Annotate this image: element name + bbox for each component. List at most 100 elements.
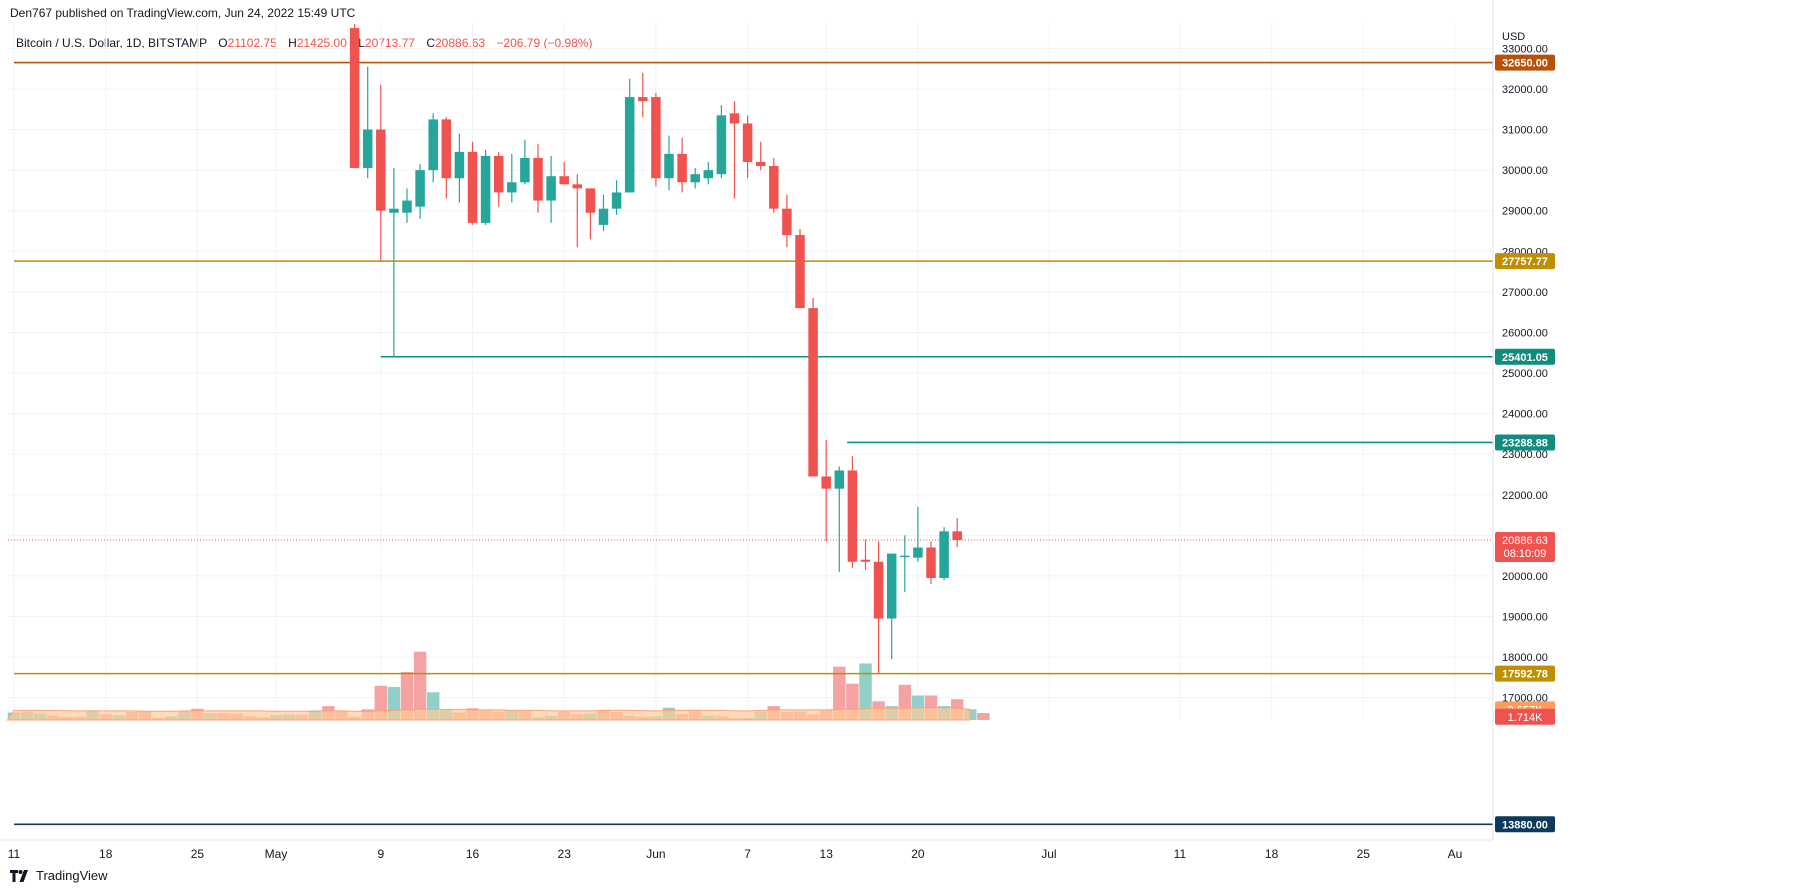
candle-body bbox=[900, 555, 910, 558]
time-axis[interactable]: 11 18 25 May 9 16 23 Jun 7 13 20 Jul 11 18 25 Au bbox=[0, 839, 1493, 861]
candle-body bbox=[546, 176, 556, 201]
countdown-label: 08:10:09 bbox=[1504, 548, 1547, 560]
candle-body bbox=[624, 97, 635, 193]
x-tick-label: 25 bbox=[1357, 847, 1371, 861]
candle-body bbox=[795, 235, 805, 309]
candle-body bbox=[677, 153, 687, 183]
candle-body bbox=[376, 129, 386, 211]
candle-body bbox=[742, 123, 753, 163]
candle-body bbox=[755, 162, 766, 167]
candle-body bbox=[533, 157, 543, 201]
x-tick-label: 25 bbox=[191, 847, 205, 861]
candle-body bbox=[939, 531, 949, 578]
brand-name: TradingView bbox=[36, 868, 108, 883]
high-label: H bbox=[288, 36, 297, 50]
volume-badge-label: 1.714K bbox=[1508, 712, 1544, 724]
high-value: 21425.00 bbox=[296, 36, 347, 50]
change-value: −206.79 (−0.98%) bbox=[496, 36, 593, 50]
y-tick-label: 23000.00 bbox=[1502, 449, 1548, 461]
volume-bar bbox=[413, 651, 427, 720]
level-badge bbox=[1495, 253, 1555, 270]
candle-body bbox=[611, 192, 622, 209]
last-price-label: 20886.63 bbox=[1502, 535, 1548, 547]
horizontal-levels bbox=[8, 61, 1493, 826]
candle-body bbox=[873, 561, 884, 619]
y-tick-label: 30000.00 bbox=[1502, 165, 1548, 177]
x-tick-label: Jul bbox=[1041, 847, 1056, 861]
y-tick-label: 25000.00 bbox=[1502, 368, 1548, 380]
y-tick-label: 26000.00 bbox=[1502, 327, 1548, 339]
candle-body bbox=[913, 547, 923, 558]
candle-body bbox=[821, 476, 831, 489]
x-tick-label: 13 bbox=[820, 847, 834, 861]
level-badge-label: 32650.00 bbox=[1502, 58, 1548, 70]
level-badge bbox=[1495, 665, 1555, 682]
candle-body bbox=[415, 170, 425, 207]
volume-bar bbox=[400, 671, 414, 720]
level-badge-label: 13880.00 bbox=[1502, 819, 1548, 831]
tradingview-logo-icon bbox=[10, 869, 28, 882]
volume-bar bbox=[977, 713, 990, 720]
candle-body bbox=[847, 470, 858, 562]
footer-brand[interactable]: TradingView bbox=[10, 868, 108, 883]
y-tick-label: 32000.00 bbox=[1502, 84, 1548, 96]
y-tick-label: 20000.00 bbox=[1502, 571, 1548, 583]
symbol-title[interactable]: Bitcoin / U.S. Dollar, 1D, BITSTAMP bbox=[16, 36, 207, 50]
candle-body bbox=[507, 182, 517, 193]
candle-body bbox=[690, 174, 700, 183]
candle-body bbox=[349, 28, 360, 169]
candle-body bbox=[729, 113, 740, 124]
candle-body bbox=[808, 308, 818, 477]
x-tick-label: Au bbox=[1448, 847, 1463, 861]
volume-ma-area bbox=[6, 707, 971, 721]
candle-body bbox=[585, 188, 596, 213]
x-tick-label: Jun bbox=[646, 847, 665, 861]
candle-body bbox=[860, 559, 871, 562]
open-label: O bbox=[218, 36, 228, 50]
grid bbox=[8, 22, 1493, 720]
candle-body bbox=[886, 553, 897, 619]
x-tick-label: 23 bbox=[558, 847, 572, 861]
close-label: C bbox=[426, 36, 435, 50]
x-tick-label: 11 bbox=[8, 847, 21, 861]
candle-body bbox=[559, 176, 569, 185]
x-tick-label: 9 bbox=[377, 847, 384, 861]
candle-body bbox=[520, 157, 530, 183]
candle-body bbox=[454, 151, 465, 179]
x-tick-label: 20 bbox=[911, 847, 925, 861]
candles bbox=[349, 24, 962, 674]
published-caption: Den767 published on TradingView.com, Jun… bbox=[10, 6, 356, 20]
level-badge bbox=[1495, 54, 1555, 71]
x-tick-label: 7 bbox=[744, 847, 751, 861]
level-badge-label: 23288.88 bbox=[1502, 437, 1548, 449]
x-tick-label: 18 bbox=[1265, 847, 1279, 861]
low-label: L bbox=[358, 36, 365, 50]
last-price-badge bbox=[1495, 531, 1555, 562]
candle-body bbox=[493, 155, 504, 193]
y-tick-label: 33000.00 bbox=[1502, 43, 1548, 55]
level-badge bbox=[1495, 816, 1555, 833]
level-badge-label: 25401.05 bbox=[1502, 352, 1548, 364]
y-tick-label: 24000.00 bbox=[1502, 409, 1548, 421]
x-tick-label: 16 bbox=[466, 847, 480, 861]
candle-body bbox=[716, 115, 727, 175]
y-tick-label: 19000.00 bbox=[1502, 612, 1548, 624]
price-axis[interactable]: 17000.0018000.0019000.0020000.0021000.00… bbox=[1492, 0, 1555, 840]
candle-body bbox=[782, 208, 792, 236]
x-tick-label: 18 bbox=[99, 847, 113, 861]
candle-body bbox=[952, 531, 962, 540]
y-tick-label: 27000.00 bbox=[1502, 287, 1548, 299]
candle-body bbox=[572, 184, 583, 189]
candle-body bbox=[638, 97, 648, 102]
candle-body bbox=[428, 119, 438, 171]
candle-body bbox=[480, 155, 491, 223]
x-tick-label: May bbox=[265, 847, 288, 861]
volume-pane bbox=[6, 651, 990, 721]
y-tick-label: 31000.00 bbox=[1502, 125, 1548, 137]
volume-badge bbox=[1495, 708, 1555, 725]
y-tick-label: 29000.00 bbox=[1502, 206, 1548, 218]
x-tick-label: 11 bbox=[1174, 847, 1187, 861]
level-badge-label: 17592.78 bbox=[1502, 669, 1548, 681]
